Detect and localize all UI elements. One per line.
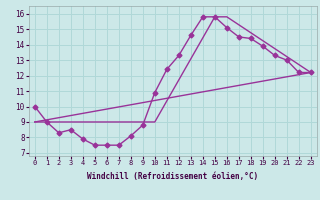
X-axis label: Windchill (Refroidissement éolien,°C): Windchill (Refroidissement éolien,°C) bbox=[87, 172, 258, 181]
